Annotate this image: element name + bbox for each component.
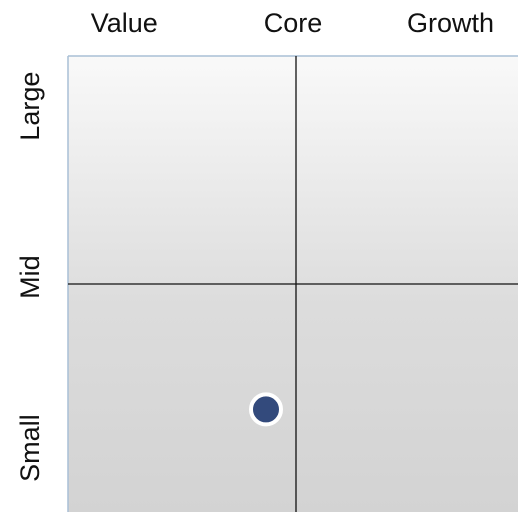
x-tick-label: Growth bbox=[407, 8, 494, 38]
y-tick-label: Small bbox=[15, 414, 45, 482]
x-tick-label: Core bbox=[264, 8, 323, 38]
y-tick-label: Large bbox=[15, 72, 45, 141]
x-tick-label: Value bbox=[91, 8, 158, 38]
point bbox=[249, 392, 283, 427]
y-tick-label: Mid bbox=[15, 255, 45, 299]
